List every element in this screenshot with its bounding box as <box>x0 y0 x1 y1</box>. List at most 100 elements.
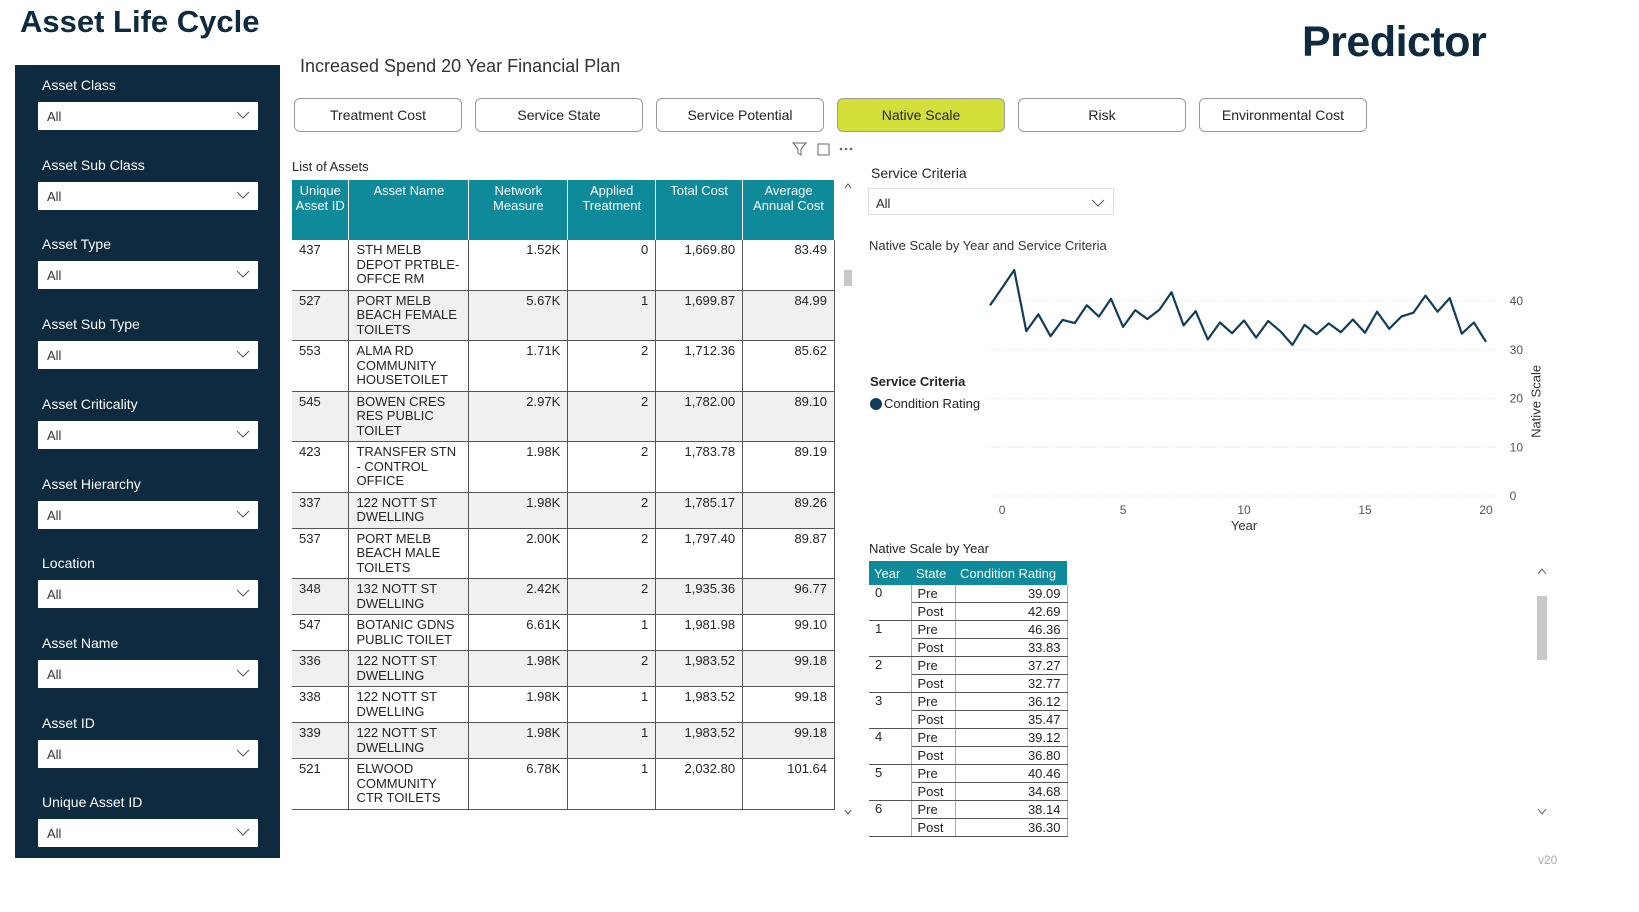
table-row: 423 TRANSFER STN - CONTROL OFFICE 1.98K 2 1,… <box>292 441 835 493</box>
table-cell: 553 <box>292 340 350 392</box>
filter-dropdown[interactable]: All <box>38 261 258 290</box>
column-header[interactable]: Total Cost <box>655 180 744 240</box>
version-label: v20 <box>1538 853 1558 867</box>
state-cell: Pre <box>911 764 956 783</box>
visual-icons[interactable] <box>790 141 860 157</box>
series-line <box>989 268 1487 346</box>
column-header[interactable]: State <box>911 561 955 585</box>
column-header[interactable]: Applied Treatment <box>567 180 657 240</box>
scroll-thumb[interactable] <box>844 270 852 286</box>
filter-dropdown[interactable]: All <box>38 102 258 130</box>
table-title: List of Assets <box>292 159 369 174</box>
table-cell: 2 <box>567 441 657 493</box>
tab-button[interactable]: Native Scale <box>837 98 1005 132</box>
value-cell: 40.46 <box>955 764 1068 783</box>
chevron <box>236 430 250 438</box>
filter-label: Asset Name <box>42 634 119 651</box>
table-cell: 89.10 <box>742 391 835 442</box>
table-cell: 84.99 <box>742 290 835 341</box>
x-axis-label: Year <box>1231 518 1258 533</box>
chevron <box>236 589 250 597</box>
table-cell: 2.97K <box>468 391 569 442</box>
tab-button[interactable]: Service State <box>475 98 643 132</box>
slicer-dropdown[interactable]: All <box>868 188 1114 215</box>
legend-marker <box>870 398 882 410</box>
table-cell: PORT MELB BEACH MALE TOILETS <box>348 528 470 579</box>
scroll-thumb[interactable] <box>1537 596 1547 660</box>
year-cell: 2 <box>869 656 912 693</box>
chevron <box>236 191 250 199</box>
value-cell: 39.12 <box>955 728 1068 747</box>
scroll-up[interactable] <box>844 183 852 189</box>
filter-value: All <box>47 348 62 364</box>
filter-dropdown[interactable]: All <box>38 341 258 370</box>
table-cell: BOWEN CRES RES PUBLIC TOILET <box>348 391 470 442</box>
table-cell: 6.61K <box>468 614 569 651</box>
tab-button[interactable]: Treatment Cost <box>294 98 462 132</box>
table-cell: 1.98K <box>468 686 569 723</box>
column-header[interactable]: Average Annual Cost <box>742 180 835 240</box>
table-cell: 348 <box>292 578 350 615</box>
table-cell: 1,669.80 <box>655 240 744 291</box>
table-row: 4 Pre 39.12 <box>869 728 1068 765</box>
table-row: Post 35.47 <box>869 710 1068 729</box>
table-row: 6 Pre 38.14 <box>869 800 1068 837</box>
table-cell: 1 <box>567 290 657 341</box>
filter-dropdown[interactable]: All <box>38 739 258 768</box>
scrollbar[interactable] <box>843 180 853 825</box>
year-cell: 1 <box>869 620 912 657</box>
column-header[interactable]: Condition Rating <box>955 561 1067 585</box>
table-cell: 1.98K <box>468 441 569 493</box>
table-cell: 2.00K <box>468 528 569 579</box>
value-cell: 39.09 <box>955 585 1068 603</box>
table-cell: 1.52K <box>468 240 569 291</box>
table-cell: 99.18 <box>742 650 835 687</box>
filter-dropdown[interactable]: All <box>38 819 258 848</box>
state-cell: Post <box>911 818 956 837</box>
y-axis-label: Native Scale <box>1529 365 1544 438</box>
filter-dropdown[interactable]: All <box>38 500 258 529</box>
column-header[interactable]: Asset Name <box>348 180 470 240</box>
year-cell: 5 <box>869 764 912 801</box>
table-cell: 1 <box>567 758 657 810</box>
slicer-value: All <box>876 196 891 211</box>
tab-button[interactable]: Service Potential <box>656 98 824 132</box>
focus-icon[interactable] <box>817 143 830 156</box>
scrollbar[interactable] <box>1536 562 1548 827</box>
filter-value: All <box>47 109 62 124</box>
tab-button[interactable]: Environmental Cost <box>1199 98 1367 132</box>
table-row: Post 36.30 <box>869 818 1068 837</box>
value-cell: 38.14 <box>955 800 1068 819</box>
filter-dropdown[interactable]: All <box>38 580 258 609</box>
column-header[interactable]: Unique Asset ID <box>292 180 350 240</box>
column-header[interactable]: Network Measure <box>468 180 569 240</box>
x-tick-label: 20 <box>1479 503 1493 517</box>
state-cell: Post <box>911 674 956 693</box>
scroll-up[interactable] <box>1537 568 1547 575</box>
filter-icon[interactable] <box>791 142 808 156</box>
scroll-down[interactable] <box>1537 808 1547 815</box>
filter-dropdown[interactable]: All <box>38 181 258 210</box>
more-icon[interactable] <box>839 147 843 151</box>
table-cell: 337 <box>292 492 350 529</box>
state-cell: Post <box>911 746 956 765</box>
year-cell: 6 <box>869 800 912 837</box>
filter-label: Asset Hierarchy <box>42 475 141 492</box>
column-header[interactable]: Year <box>869 561 911 585</box>
value-cell: 36.80 <box>955 746 1068 765</box>
scroll-down[interactable] <box>844 809 852 815</box>
filter-dropdown[interactable]: All <box>38 420 258 449</box>
year-table: Year State Condition Rating 0 Pre 39.09 Post 42… <box>869 561 1069 839</box>
chevron <box>236 111 250 119</box>
table-row: 336 122 NOTT ST DWELLING 1.98K 2 1,983.52 99.… <box>292 650 835 687</box>
table-cell: ELWOOD COMMUNITY CTR TOILETS <box>348 758 470 810</box>
table-cell: 1,981.98 <box>655 614 744 651</box>
table: Unique Asset ID Asset Name Network Measure… <box>292 180 835 810</box>
brand-logo: Predictor <box>1302 18 1487 66</box>
filter-dropdown[interactable]: All <box>38 659 258 688</box>
legend-label: Condition Rating <box>884 396 980 411</box>
tab-button[interactable]: Risk <box>1018 98 1186 132</box>
chevron <box>236 350 250 358</box>
x-tick-label: 10 <box>1237 503 1251 517</box>
